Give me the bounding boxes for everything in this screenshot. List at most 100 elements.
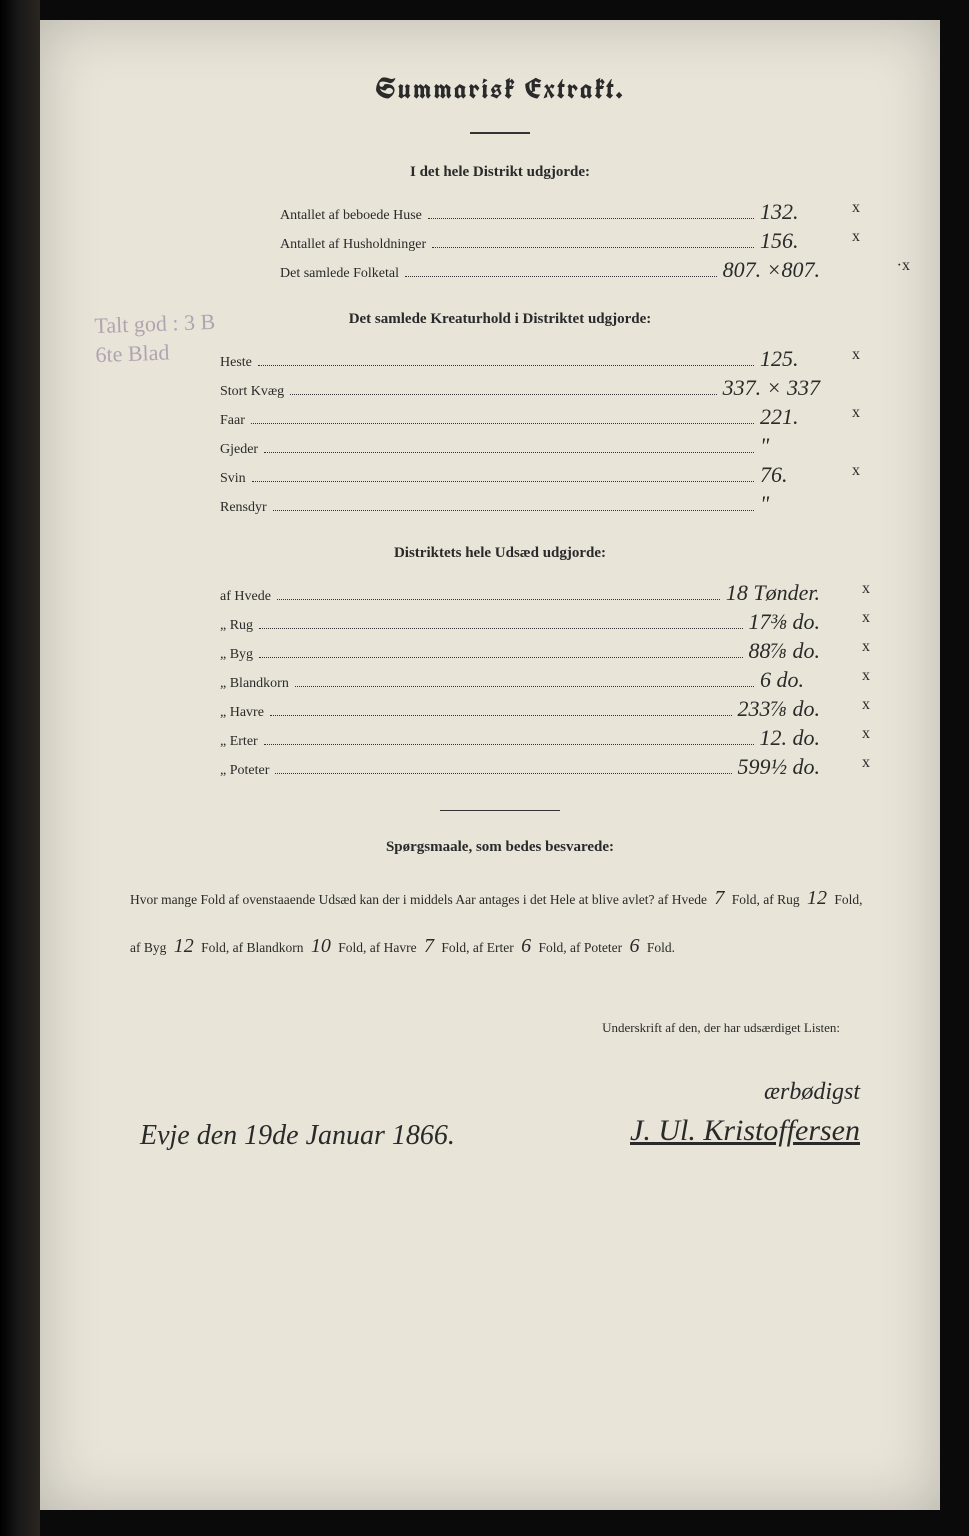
leader-dots xyxy=(252,481,754,482)
district-rows: Antallet af beboede Huse 132. x Antallet… xyxy=(120,199,880,283)
answer-byg: 12 xyxy=(170,935,198,957)
q-text: Fold, xyxy=(732,892,760,907)
value: 6 do. xyxy=(760,667,820,693)
check-mark: x xyxy=(862,754,870,772)
check-mark: x xyxy=(862,667,870,685)
livestock-rows: Heste 125. x Stort Kvæg 337. × 337 Faar … xyxy=(120,346,880,517)
leader-dots xyxy=(295,686,754,687)
row-swine: Svin 76. x xyxy=(120,462,880,488)
label: Faar xyxy=(220,413,245,429)
value: 88⅞ do. xyxy=(749,638,821,664)
leader-dots xyxy=(264,452,754,453)
row-cattle: Stort Kvæg 337. × 337 xyxy=(120,375,880,401)
answer-poteter: 6 xyxy=(625,935,643,957)
value: 233⅞ do. xyxy=(738,696,821,722)
section-heading-district: I det hele Distrikt udgjorde: xyxy=(120,164,880,181)
leader-dots xyxy=(432,247,754,248)
check-mark: x xyxy=(862,609,870,627)
leader-dots xyxy=(290,394,716,395)
label: „ Havre xyxy=(220,705,264,721)
q-text: Fold, af Havre xyxy=(338,940,416,955)
value: 221. xyxy=(760,404,820,430)
row-households: Antallet af Husholdninger 156. x xyxy=(120,228,880,254)
leader-dots xyxy=(258,365,754,366)
label: Gjeder xyxy=(220,442,258,458)
value: " xyxy=(760,433,820,459)
label: Heste xyxy=(220,355,252,371)
value: 599½ do. xyxy=(738,754,821,780)
seed-rows: af Hvede 18 Tønder. x „ Rug 17⅜ do. x „ … xyxy=(120,580,880,780)
q-text: Fold, xyxy=(538,940,566,955)
check-mark: x xyxy=(852,346,860,364)
row-wheat: af Hvede 18 Tønder. x xyxy=(120,580,880,606)
attestation-line: Underskrift af den, der har udsærdiget L… xyxy=(120,1020,880,1036)
row-houses: Antallet af beboede Huse 132. x xyxy=(120,199,880,225)
row-sheep: Faar 221. x xyxy=(120,404,880,430)
row-barley: „ Byg 88⅞ do. x xyxy=(120,638,880,664)
value: 156. xyxy=(760,228,820,254)
q-text: af Poteter xyxy=(570,940,622,955)
leader-dots xyxy=(275,773,731,774)
leader-dots xyxy=(259,628,742,629)
leader-dots xyxy=(264,744,754,745)
signature-area: Evje den 19de Januar 1866. ærbødigst J. … xyxy=(120,1076,880,1152)
section-heading-seed: Distriktets hele Udsæd udgjorde: xyxy=(120,545,880,562)
row-potatoes: „ Poteter 599½ do. x xyxy=(120,754,880,780)
value: " xyxy=(760,491,820,517)
row-goats: Gjeder " xyxy=(120,433,880,459)
answer-erter: 6 xyxy=(517,935,535,957)
section-heading-livestock: Det samlede Kreaturhold i Distriktet udg… xyxy=(120,311,880,328)
label: Rensdyr xyxy=(220,500,267,516)
value: 132. xyxy=(760,199,820,225)
q-text: Hvor mange Fold af ovenstaaende Udsæd ka… xyxy=(130,892,707,907)
questions-paragraph: Hvor mange Fold af ovenstaaende Udsæd ka… xyxy=(120,874,880,970)
value: 17⅜ do. xyxy=(749,609,821,635)
label: Det samlede Folketal xyxy=(280,266,399,282)
label: Antallet af beboede Huse xyxy=(280,208,422,224)
q-text: Fold, af Blandkorn xyxy=(201,940,303,955)
section-heading-questions: Spørgsmaale, som bedes besvarede: xyxy=(120,839,880,856)
signature-block: ærbødigst J. Ul. Kristoffersen xyxy=(630,1076,860,1152)
leader-dots xyxy=(405,276,717,277)
leader-dots xyxy=(251,423,754,424)
check-mark: x xyxy=(862,696,870,714)
signature-name: J. Ul. Kristoffersen xyxy=(630,1114,860,1147)
book-spine xyxy=(0,0,40,1536)
leader-dots xyxy=(259,657,742,658)
leader-dots xyxy=(270,715,732,716)
check-mark: x xyxy=(852,228,860,246)
value: 337. × 337 xyxy=(723,375,820,401)
place-date: Evje den 19de Januar 1866. xyxy=(140,1120,455,1152)
label: af Hvede xyxy=(220,589,271,605)
section-divider xyxy=(440,810,560,811)
leader-dots xyxy=(428,218,754,219)
document-page: Summarisk Extrakt. Talt god : 3 B 6te Bl… xyxy=(40,20,940,1510)
check-mark: x xyxy=(862,580,870,598)
margin-note-1: Talt god : 3 B xyxy=(94,309,215,338)
row-reindeer: Rensdyr " xyxy=(120,491,880,517)
check-mark: x xyxy=(862,725,870,743)
value: 76. xyxy=(760,462,820,488)
q-text: af Rug xyxy=(763,892,799,907)
label: „ Poteter xyxy=(220,763,269,779)
leader-dots xyxy=(273,510,754,511)
q-text: Fold, af Erter xyxy=(441,940,513,955)
answer-hvede: 7 xyxy=(710,887,728,909)
row-mixed: „ Blandkorn 6 do. x xyxy=(120,667,880,693)
q-text: Fold. xyxy=(647,940,675,955)
answer-havre: 7 xyxy=(420,935,438,957)
value: 807. ×807. xyxy=(723,257,820,283)
label: „ Byg xyxy=(220,647,253,663)
page-title: Summarisk Extrakt. xyxy=(120,70,880,107)
label: „ Rug xyxy=(220,618,253,634)
label: Svin xyxy=(220,471,246,487)
signature-respect: ærbødigst xyxy=(764,1079,860,1105)
label: Antallet af Husholdninger xyxy=(280,237,426,253)
check-mark: ·x xyxy=(897,257,910,275)
title-rule xyxy=(470,132,530,134)
label: „ Blandkorn xyxy=(220,676,289,692)
value: 12. do. xyxy=(760,725,821,751)
leader-dots xyxy=(277,599,720,600)
value: 18 Tønder. xyxy=(726,580,820,606)
label: Stort Kvæg xyxy=(220,384,284,400)
